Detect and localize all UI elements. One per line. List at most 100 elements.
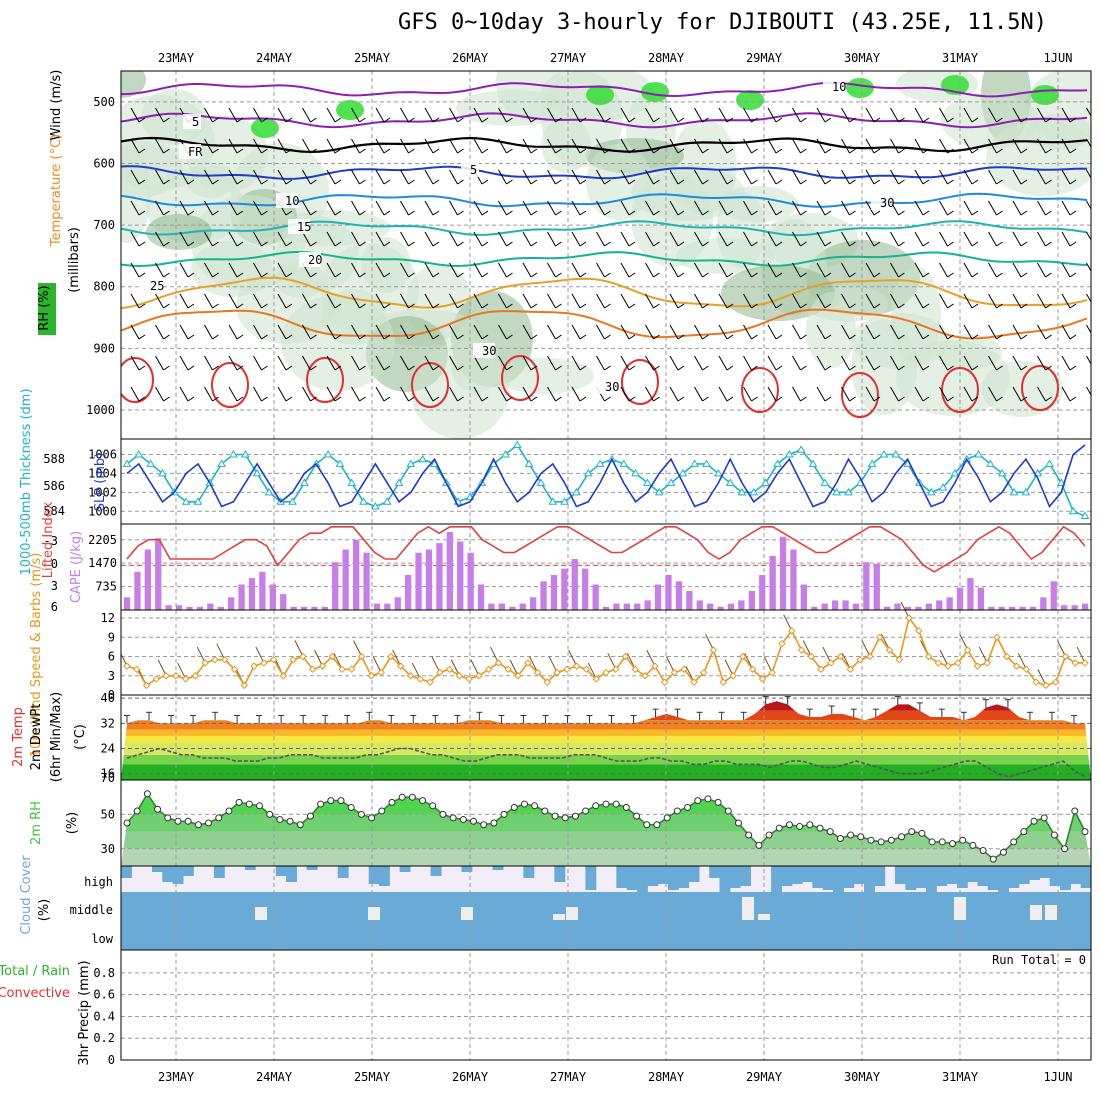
rh2m-line-marker bbox=[714, 798, 722, 806]
contour-label: 20 bbox=[308, 253, 322, 267]
wind10-barb bbox=[314, 649, 323, 667]
wind-barb-flag bbox=[261, 303, 268, 309]
cape-bar bbox=[925, 603, 932, 610]
wind10-tick-label: 3 bbox=[108, 669, 115, 683]
wind-barb-flag bbox=[849, 303, 856, 309]
wind10-line-marker bbox=[700, 668, 708, 677]
wind-barb bbox=[155, 138, 164, 154]
wind-barb-flag bbox=[138, 117, 146, 123]
wind10-line-marker bbox=[260, 659, 268, 667]
wind-barb-flag bbox=[481, 117, 489, 123]
wind-barb bbox=[816, 138, 826, 154]
wind-barb-flag bbox=[555, 210, 562, 216]
wind-barb bbox=[228, 138, 238, 154]
cloud-axis-label: Cloud Cover bbox=[19, 855, 34, 935]
wind-barb bbox=[400, 231, 409, 247]
cape-bar bbox=[894, 603, 901, 610]
wind-barb bbox=[302, 231, 311, 247]
rh-shading bbox=[721, 265, 835, 321]
wind-barb bbox=[767, 231, 777, 247]
x-tick-label-bottom: 30MAY bbox=[844, 1070, 881, 1084]
wind-barb-flag bbox=[163, 303, 170, 309]
wind10-barb bbox=[763, 656, 773, 673]
cape-bar bbox=[707, 603, 714, 610]
wind-barb bbox=[228, 169, 238, 185]
thickness-line-marker bbox=[548, 497, 558, 505]
wind-barb-flag bbox=[334, 241, 342, 247]
cloud-high-bar bbox=[864, 866, 875, 892]
wind10-line-marker bbox=[729, 672, 737, 680]
wind-barb bbox=[865, 107, 875, 123]
wind-barb-flag bbox=[359, 117, 366, 123]
rh2m-line-marker bbox=[602, 800, 610, 808]
cloud-high-bar bbox=[523, 866, 535, 878]
wind-barb-flag bbox=[212, 272, 219, 278]
wind-barb bbox=[792, 386, 801, 402]
rh2m-line-marker bbox=[887, 836, 895, 844]
thickness-line-marker bbox=[974, 449, 983, 458]
wind-barb bbox=[743, 324, 752, 340]
wind-barb-flag bbox=[824, 365, 832, 371]
wind-barb bbox=[792, 107, 801, 123]
wind-barb-flag bbox=[334, 303, 342, 309]
wind-barb-flag bbox=[996, 272, 1003, 278]
wind-barb bbox=[155, 386, 164, 402]
wind10-line-marker bbox=[807, 652, 815, 661]
thickness-line-marker bbox=[725, 478, 735, 486]
wind-barb-flag bbox=[310, 272, 317, 278]
wind-barb bbox=[963, 231, 973, 247]
wind-barb-flag bbox=[383, 117, 391, 123]
wind-barb bbox=[694, 169, 703, 185]
wind-barb-flag bbox=[775, 303, 783, 309]
wind-barb bbox=[988, 386, 997, 402]
wind-barb bbox=[130, 324, 140, 340]
wind10-line-marker bbox=[553, 668, 561, 677]
wind10-line-marker bbox=[660, 678, 669, 686]
wind-barb-flag bbox=[726, 117, 734, 123]
precip-tick-label: 0.2 bbox=[93, 1031, 115, 1045]
thickness-line-marker bbox=[654, 487, 664, 496]
rh2m-line-marker bbox=[276, 816, 284, 824]
wind-barb-flag bbox=[1020, 272, 1028, 278]
wind-barb-flag bbox=[947, 241, 954, 247]
wind10-line-marker bbox=[133, 665, 141, 674]
temp-tick-label: 32 bbox=[101, 716, 115, 730]
wind-barb bbox=[424, 138, 434, 154]
wind-barb-flag bbox=[359, 365, 366, 371]
contour-label-bg bbox=[871, 195, 893, 210]
pressure-tick-label: 600 bbox=[93, 156, 115, 170]
wind-barb-flag bbox=[310, 179, 317, 185]
wind-barb bbox=[718, 293, 728, 309]
wind-barb-flag bbox=[261, 117, 268, 123]
wind-barb bbox=[694, 231, 703, 247]
wind-barb bbox=[498, 355, 507, 371]
cape-bar bbox=[384, 603, 391, 610]
wind-barb-flag bbox=[1095, 366, 1100, 370]
wind-barb bbox=[743, 107, 752, 123]
wind-barb bbox=[1061, 324, 1071, 340]
wind-barb-flag bbox=[873, 148, 881, 154]
cloud-high-bar bbox=[461, 866, 473, 872]
temp-contour-30 bbox=[411, 362, 449, 408]
wind-barb-flag bbox=[408, 334, 415, 340]
cloud-high-bar bbox=[946, 866, 958, 884]
cloud-high-bar bbox=[1018, 866, 1030, 884]
cape-bar bbox=[269, 584, 276, 610]
wind10-barb bbox=[587, 662, 597, 680]
lifted-tick-label: 3 bbox=[51, 579, 58, 593]
wind-barb bbox=[571, 231, 581, 247]
rh-shading bbox=[281, 295, 395, 391]
wind10-barb bbox=[353, 640, 363, 657]
wind-barb-flag bbox=[800, 148, 807, 154]
x-tick-label-bottom: 24MAY bbox=[256, 1070, 293, 1084]
wind-barb bbox=[1061, 355, 1071, 371]
thickness-line-marker bbox=[217, 459, 226, 467]
wind-barb bbox=[375, 138, 385, 154]
wind-barb-flag bbox=[726, 241, 734, 247]
wind-barb-flag bbox=[653, 210, 660, 216]
cape-bar bbox=[144, 549, 151, 610]
wind-barb bbox=[547, 262, 556, 278]
thickness-line-marker bbox=[950, 468, 960, 477]
wind10-line-marker bbox=[426, 678, 434, 686]
wind-barb bbox=[204, 169, 213, 185]
